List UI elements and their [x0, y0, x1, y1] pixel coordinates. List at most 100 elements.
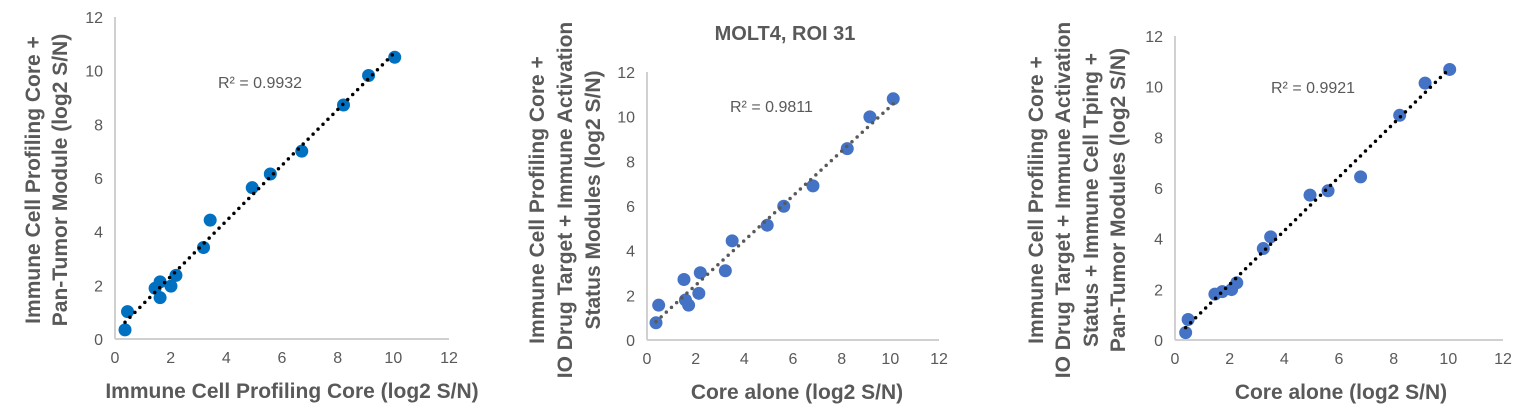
y-tick-label: 12 — [1145, 29, 1163, 46]
data-point — [718, 264, 732, 278]
data-point — [164, 279, 178, 293]
data-point — [169, 268, 183, 282]
x-tick-label: 8 — [333, 350, 342, 367]
y-tick-label: 0 — [626, 333, 635, 350]
chart-1: 0 2 4 6 8 10 12 0 2 4 6 8 10 12 Immune Cell Profiling … — [22, 10, 479, 403]
x-tick-label: 10 — [881, 351, 899, 368]
x-tick-label: 10 — [384, 350, 402, 367]
y-axis-label-line: Immune Cell Profiling Core + — [526, 56, 549, 344]
chart-2: 0 2 4 6 8 10 12 0 2 4 6 8 10 12 Core alone (log2 S/N) I… — [526, 22, 948, 404]
data-point — [245, 181, 259, 195]
trendline — [654, 102, 896, 324]
x-tick-label: 0 — [111, 350, 120, 367]
x-tick-label: 12 — [930, 351, 948, 368]
data-point — [1264, 230, 1278, 244]
data-point — [840, 142, 854, 156]
data-point — [1230, 276, 1244, 290]
y-tick-label: 10 — [1145, 80, 1163, 97]
data-point — [692, 286, 706, 300]
data-point — [118, 323, 132, 337]
data-point — [777, 199, 791, 213]
y-axis-label-line: Pan-Tumor Modules (log2 S/N) — [1107, 48, 1130, 352]
y-tick-label: 8 — [94, 117, 103, 134]
y-axis-label-line: Status Modules (log2 S/N) — [582, 70, 605, 329]
y-tick-label: 2 — [626, 288, 635, 305]
y-tick-label: 4 — [94, 225, 103, 242]
x-axis-label: Core alone (log2 S/N) — [691, 381, 903, 404]
x-tick-label: 8 — [837, 351, 846, 368]
y-axis-label-line: Status + Immune Cell Tping + — [1080, 53, 1103, 347]
y-tick-label: 2 — [1154, 282, 1163, 299]
x-tick-label: 12 — [1494, 351, 1512, 368]
y-tick-label: 4 — [1154, 232, 1163, 249]
x-tick-label: 2 — [1225, 351, 1234, 368]
data-point — [1181, 312, 1195, 326]
data-point — [1303, 188, 1317, 202]
trendline — [1183, 66, 1452, 330]
x-tick-label: 8 — [1389, 351, 1398, 368]
r-squared-annotation: R² = 0.9811 — [730, 99, 813, 116]
x-tick-label: 6 — [1335, 351, 1344, 368]
y-tick-label: 0 — [94, 332, 103, 349]
data-point — [153, 275, 167, 289]
y-axis-label-line: Immune Cell Profiling Core + — [1025, 56, 1048, 344]
data-point — [677, 272, 691, 286]
data-point — [693, 266, 707, 280]
y-tick-label: 12 — [85, 10, 103, 27]
data-point — [197, 240, 211, 254]
x-tick-label: 10 — [1439, 351, 1457, 368]
data-point — [682, 298, 696, 312]
y-tick-label: 10 — [617, 110, 635, 127]
x-tick-label: 2 — [691, 351, 700, 368]
y-tick-label: 6 — [626, 199, 635, 216]
y-axis-label-line: Immune Cell Profiling Core + — [22, 36, 45, 324]
y-tick-label: 8 — [1154, 130, 1163, 147]
x-tick-label: 0 — [643, 351, 652, 368]
x-tick-label: 2 — [166, 350, 175, 367]
y-tick-label: 6 — [1154, 181, 1163, 198]
r-squared-annotation: R² = 0.9921 — [1271, 80, 1355, 97]
data-point — [203, 213, 217, 227]
x-tick-label: 4 — [1280, 351, 1289, 368]
y-tick-label: 10 — [85, 64, 103, 81]
y-axis-label-line: Pan-Tumor Module (log2 S/N) — [49, 34, 72, 326]
y-tick-label: 0 — [1154, 333, 1163, 350]
y-axis-label-line: IO Drug Target + Immune Activation — [1052, 22, 1075, 378]
x-axis-label: Core alone (log2 S/N) — [1235, 381, 1447, 404]
data-point — [760, 218, 774, 232]
data-point — [388, 50, 402, 64]
data-point — [263, 167, 277, 181]
x-tick-label: 6 — [789, 351, 798, 368]
y-tick-label: 4 — [626, 244, 635, 261]
y-tick-label: 2 — [94, 278, 103, 295]
chart-title: MOLT4, ROI 31 — [715, 23, 856, 45]
y-axis-label-line: IO Drug Target + Immune Activation — [554, 22, 577, 378]
chart-3: 0 2 4 6 8 10 12 0 2 4 6 8 10 12 Core alone (log2 S/N) I… — [1025, 22, 1512, 404]
y-tick-label: 8 — [626, 154, 635, 171]
data-point — [1179, 326, 1193, 340]
x-tick-label: 12 — [440, 350, 458, 367]
data-point — [725, 234, 739, 248]
y-tick-label: 12 — [617, 65, 635, 82]
data-point — [1418, 76, 1432, 90]
x-tick-label: 4 — [222, 350, 231, 367]
x-tick-label: 4 — [740, 351, 749, 368]
x-axis-label: Immune Cell Profiling Core (log2 S/N) — [105, 380, 478, 403]
x-tick-label: 0 — [1171, 351, 1180, 368]
trendline — [123, 50, 397, 324]
data-point — [121, 305, 135, 319]
data-point — [295, 144, 309, 158]
data-point — [1256, 242, 1270, 256]
data-point — [886, 92, 900, 106]
data-point — [362, 68, 376, 82]
data-point — [1354, 170, 1368, 184]
data-point — [652, 298, 666, 312]
r-squared-annotation: R² = 0.9932 — [218, 75, 302, 92]
x-tick-label: 6 — [278, 350, 287, 367]
data-point — [863, 110, 877, 124]
data-point — [806, 179, 820, 193]
data-point — [153, 291, 167, 305]
y-tick-label: 6 — [94, 171, 103, 188]
data-point — [1321, 184, 1335, 198]
